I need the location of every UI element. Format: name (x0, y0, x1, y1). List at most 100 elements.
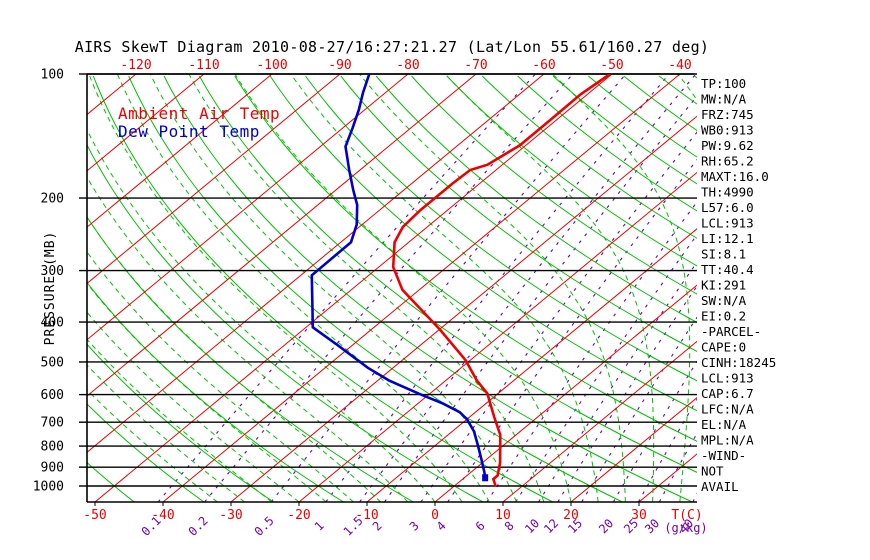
bottom-temp-tick-label: -40 (151, 508, 174, 523)
mixing-ratio-tick-label: 20 (596, 516, 616, 536)
stat-line: LCL:913 (701, 216, 754, 231)
pressure-tick-label: 900 (41, 461, 64, 476)
stat-line: WB0:913 (701, 123, 754, 138)
mixing-ratio-line (637, 398, 697, 502)
pressure-tick-label: 100 (41, 68, 64, 83)
dry-adiabat-line (765, 76, 870, 502)
stat-line: EL:N/A (701, 417, 747, 432)
pressure-tick-label: 300 (41, 264, 64, 279)
bottom-temp-tick-label: -10 (355, 508, 378, 523)
top-temp-tick-label: -70 (464, 58, 487, 73)
isotherm-line (87, 74, 273, 228)
isotherm-line (298, 171, 697, 502)
pressure-tick-label: 500 (41, 355, 64, 370)
mixing-ratio-line (581, 316, 697, 502)
bottom-temp-tick-label: 0 (431, 508, 439, 523)
dry-adiabat-line (87, 216, 414, 502)
moist-adiabat-line (552, 74, 691, 502)
ambient-temp-profile (391, 74, 611, 487)
dry-adiabat-line (234, 75, 697, 442)
dry-adiabat-line (198, 75, 697, 473)
background-grid (87, 74, 870, 502)
stat-line: -PARCEL- (701, 324, 761, 339)
mixing-ratio-tick-label: 6 (473, 519, 488, 534)
sounding-profiles (310, 74, 611, 487)
isotherm-line (162, 74, 681, 502)
stat-line: TH:4990 (701, 185, 754, 200)
dry-adiabat-line (92, 75, 554, 502)
moist-adiabat-line (188, 74, 545, 502)
dry-adiabat-line (411, 75, 697, 295)
stats-column: TP:100MW:N/AFRZ:745WB0:913PW:9.62RH:65.2… (701, 76, 776, 494)
moist-adiabat-line (87, 216, 381, 502)
moist-adiabat-line (87, 282, 327, 502)
mixing-ratio-tick-label: 3 (407, 519, 422, 534)
temp-unit-label: T(C) (671, 508, 702, 523)
pressure-tick-label: 400 (41, 316, 64, 331)
chart-title: AIRS SkewT Diagram 2010-08-27/16:27:21.2… (75, 38, 710, 56)
moist-adiabat-line (234, 74, 572, 502)
dry-adiabat-line (340, 75, 697, 352)
isotherm-line (638, 453, 697, 502)
top-temp-tick-label: -90 (328, 58, 351, 73)
dry-adiabat-line (128, 75, 623, 502)
dry-adiabat-line (87, 461, 135, 502)
isotherm-line (87, 74, 205, 172)
isotherm-line (87, 74, 409, 341)
mixing-ratio-tick-label: 1 (312, 519, 327, 534)
isotherm-line (87, 74, 341, 285)
dry-adiabat-line (87, 281, 344, 502)
mixing-ratio-line (325, 74, 670, 502)
top-temp-tick-label: -50 (600, 58, 623, 73)
mixing-ratio-tick-label: 4 (434, 519, 449, 534)
moist-adiabat-line (87, 389, 218, 502)
isotherm-line (434, 284, 697, 502)
pressure-tick-label: 800 (41, 440, 64, 455)
bottom-temp-tick-label: 20 (563, 508, 579, 523)
pressure-tick-label: 700 (41, 416, 64, 431)
pressure-axis-label: PRESSURE (MB) (43, 231, 58, 346)
isotherm-line (87, 74, 545, 453)
top-temp-tick-label: -40 (668, 58, 691, 73)
dry-adiabat-line (517, 75, 697, 212)
stat-line: TP:100 (701, 76, 746, 91)
stat-line: FRZ:745 (701, 107, 754, 122)
dry-adiabat-line (375, 75, 697, 324)
stat-line: KI:291 (701, 278, 746, 293)
moist-adiabat-line (290, 74, 599, 502)
dew-point-surface-marker (482, 474, 489, 482)
stat-line: PW:9.62 (701, 138, 754, 153)
moist-adiabat-line (359, 74, 626, 502)
dry-adiabat-line (305, 75, 697, 382)
top-temp-tick-label: -60 (532, 58, 555, 73)
top-temp-tick-label: -80 (396, 58, 419, 73)
stat-line: MW:N/A (701, 92, 747, 107)
legend-ambient-air-temp: Ambient Air Temp (118, 104, 280, 123)
mixing-ratio-line (204, 74, 574, 502)
stat-line: LFC:N/A (701, 402, 754, 417)
mixing-ratio-line (557, 285, 697, 502)
isotherm-line (366, 228, 697, 502)
stat-line: MAXT:16.0 (701, 169, 769, 184)
bottom-temp-tick-label: 10 (495, 508, 511, 523)
stat-line: L57:6.0 (701, 200, 754, 215)
stat-line: CAPE:0 (701, 340, 746, 355)
stat-line: CINH:18245 (701, 355, 776, 370)
dry-adiabat-line (552, 75, 697, 185)
top-temp-tick-label: -110 (188, 58, 219, 73)
mixing-ratio-line (359, 74, 697, 502)
isotherm-line (94, 74, 613, 502)
bottom-temp-tick-label: -50 (83, 508, 106, 523)
stat-line: MPL:N/A (701, 433, 754, 448)
top-temp-tick-label: -120 (120, 58, 151, 73)
mixing-ratio-tick-label: 10 (522, 516, 542, 536)
dry-adiabat-line (446, 75, 697, 267)
mixing-ratio-line (515, 233, 697, 502)
isotherm-line (570, 397, 697, 502)
dry-adiabat-line (269, 75, 697, 412)
bottom-temp-tick-label: -30 (219, 508, 242, 523)
stat-line: CAP:6.7 (701, 386, 754, 401)
dry-adiabat-line (87, 343, 274, 502)
